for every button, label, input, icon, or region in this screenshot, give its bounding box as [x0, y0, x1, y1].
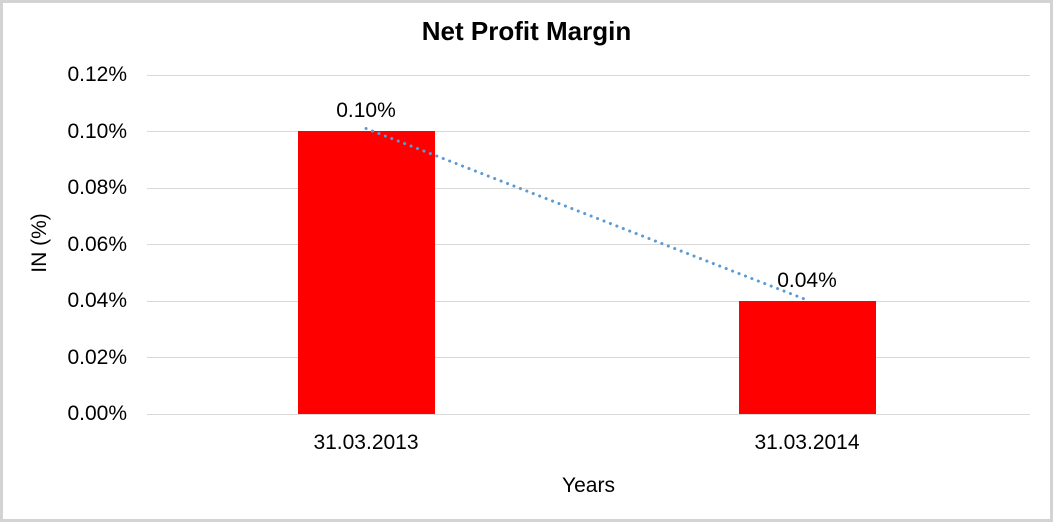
gridline [147, 74, 1030, 76]
gridline [147, 187, 1030, 189]
y-tick-label: 0.06% [67, 232, 127, 256]
y-tick-label: 0.12% [67, 63, 127, 86]
y-tick-label: 0.02% [67, 345, 127, 369]
y-tick-label: 0.04% [67, 289, 127, 312]
plot-area [147, 74, 1030, 415]
data-label: 0.04% [777, 269, 837, 292]
gridline [147, 131, 1030, 132]
gridline [147, 357, 1030, 358]
y-tick-label: 0.08% [67, 176, 127, 199]
bar-31.03.2014 [738, 301, 876, 414]
x-axis-title: Years [562, 474, 615, 497]
x-tick-label: 31.03.2014 [754, 431, 860, 454]
gridline [147, 413, 1030, 415]
x-tick-label: 31.03.2013 [313, 431, 419, 454]
trendline-dotted-segment [364, 127, 809, 302]
y-tick-label: 0.00% [67, 402, 127, 425]
y-tick-label: 0.10% [67, 119, 127, 143]
data-label: 0.10% [336, 99, 396, 122]
chart-title: Net Profit Margin [421, 16, 632, 46]
bar-31.03.2013 [297, 131, 435, 414]
gridline [147, 244, 1030, 245]
trendline [364, 127, 809, 302]
gridline [147, 300, 1030, 302]
